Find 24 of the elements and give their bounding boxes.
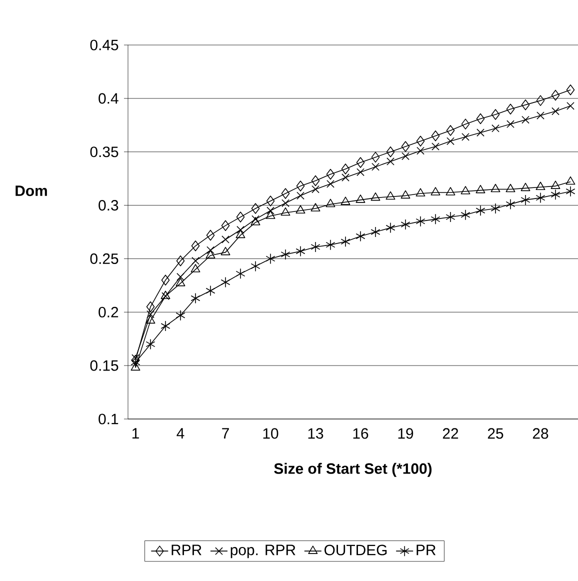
legend-label: OUTDEG: [324, 544, 387, 556]
y-tick-label: 0.35: [90, 146, 118, 158]
x-tick-label: 19: [398, 428, 414, 439]
x-tick-label: 7: [222, 428, 229, 438]
y-tick-label: 0.4: [98, 93, 118, 104]
y-tick-label: 0.3: [98, 200, 118, 211]
x-tick-label: 28: [532, 428, 548, 439]
y-tick-label: 0.1: [98, 414, 118, 424]
x-tick-label: 13: [308, 428, 324, 439]
legend-label: PR: [416, 544, 436, 556]
x-tick-label: 4: [176, 428, 184, 438]
legend-label: pop. RPR: [230, 544, 296, 558]
x-tick-label: 16: [353, 428, 368, 439]
x-tick-label: 1: [132, 428, 139, 438]
x-tick-label: 22: [442, 428, 458, 439]
legend-label: RPR: [172, 544, 202, 556]
y-tick-label: 0.2: [98, 306, 118, 318]
y-axis-title: Dom: [16, 186, 47, 196]
y-tick-label: 0.15: [90, 360, 118, 371]
x-tick-label: 25: [488, 428, 504, 439]
y-tick-label: 0.45: [90, 40, 118, 50]
x-tick-label: 10: [263, 428, 278, 439]
x-axis-title: Size of Start Set (*100): [274, 462, 432, 477]
y-tick-label: 0.25: [90, 253, 118, 264]
